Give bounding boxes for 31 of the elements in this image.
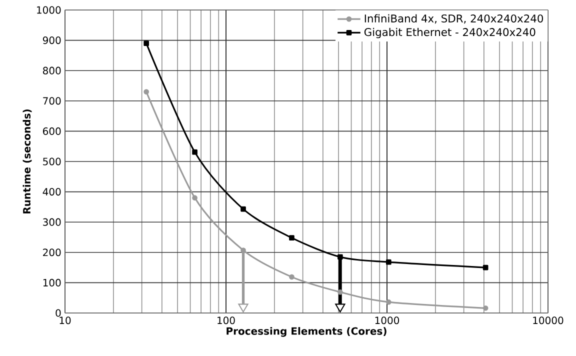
y-tick-label: 200: [43, 248, 61, 256]
x-tick-label: 1000: [375, 316, 400, 324]
point: [240, 248, 246, 253]
point: [338, 289, 343, 295]
y-tick-label: 1000: [37, 6, 61, 14]
y-tick-label: 0: [56, 309, 61, 317]
y-tick-label: 400: [42, 188, 61, 196]
point: [240, 206, 246, 212]
point: [192, 195, 198, 201]
point: [289, 235, 294, 241]
y-tick-label: 300: [43, 218, 61, 226]
y-axis-title: Runtime (seconds): [22, 110, 32, 214]
y-tick-label: 600: [43, 127, 61, 135]
point: [289, 274, 294, 280]
x-axis-title: Processing Elements (Cores): [226, 327, 386, 337]
point: [338, 254, 343, 260]
point: [386, 299, 392, 305]
x-tick-label: 100: [218, 316, 235, 324]
x-tick-label: 10000: [533, 316, 564, 324]
y-tick-label: 700: [43, 97, 61, 105]
y-tick-label: 100: [43, 278, 61, 286]
y-tick-label: 800: [42, 66, 61, 74]
point: [144, 89, 149, 94]
x-tick-label: 10: [60, 316, 71, 324]
legend-label: InfiniBand 4x, SDR, 240x240x240: [364, 14, 544, 24]
y-tick-label: 500: [43, 158, 61, 166]
point: [192, 149, 198, 155]
y-tick-label: 900: [42, 36, 61, 44]
point: [144, 40, 149, 46]
point: [386, 259, 392, 265]
legend-label: Gigabit Ethernet - 240x240x240: [364, 28, 536, 38]
